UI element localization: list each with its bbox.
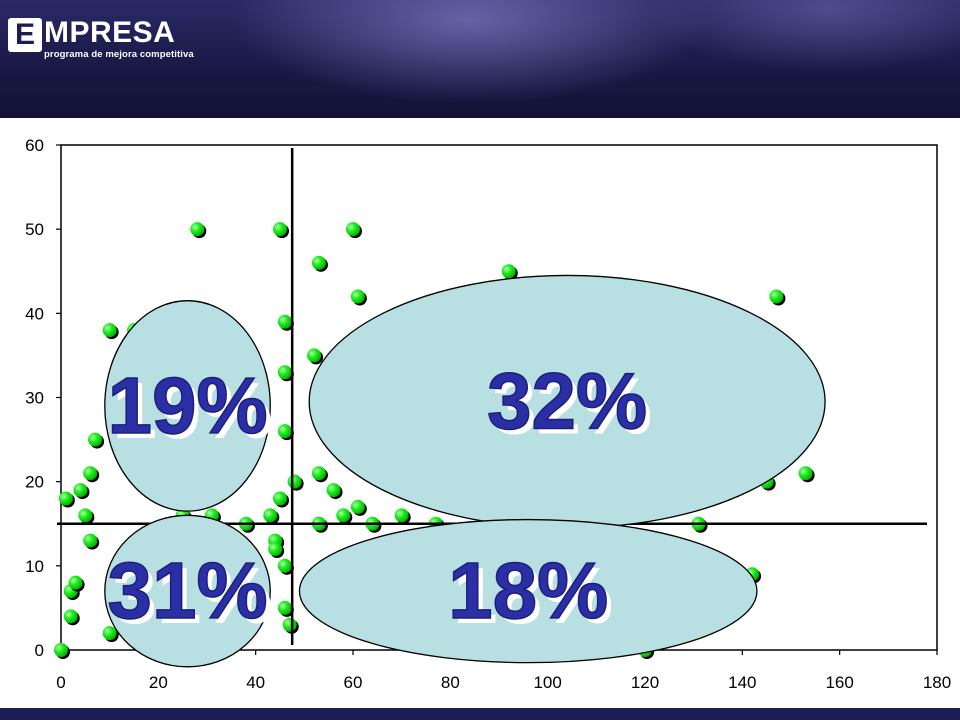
data-point xyxy=(336,508,351,523)
segment-label-shadow: 32% xyxy=(492,362,652,451)
data-point xyxy=(282,617,297,632)
logo-letter: E xyxy=(14,18,35,51)
data-point xyxy=(102,626,117,641)
data-point xyxy=(307,348,322,363)
x-tick-label: 20 xyxy=(149,673,168,692)
data-point xyxy=(88,432,103,447)
data-point xyxy=(273,222,287,237)
data-point xyxy=(798,466,813,481)
data-point xyxy=(273,491,287,506)
bottom-band xyxy=(0,708,960,720)
x-tick-label: 140 xyxy=(728,673,756,692)
data-point xyxy=(394,508,409,523)
x-tick-label: 80 xyxy=(441,673,460,692)
segment-label-shadow: 18% xyxy=(453,551,613,640)
data-point xyxy=(63,609,78,624)
scatter-chart: 0 10 20 30 40 50 60 0 20 40 60 80 100 120 140 160 180 1… xyxy=(25,136,951,692)
segment-percent-label: 32% xyxy=(487,357,647,446)
x-tick-label: 0 xyxy=(56,673,65,692)
data-point xyxy=(350,499,365,514)
logo-e-box: E xyxy=(8,18,42,52)
empresa-logo: E MPRESA programa de mejora competitiva xyxy=(8,18,194,61)
logo-word: MPRESA xyxy=(44,16,176,49)
data-point xyxy=(311,466,326,481)
data-point xyxy=(268,542,283,556)
segment-percent-label: 19% xyxy=(107,361,267,450)
header-banner: E MPRESA programa de mejora competitiva xyxy=(0,0,960,118)
data-point xyxy=(769,289,784,304)
logo-text: MPRESA programa de mejora competitiva xyxy=(44,18,194,61)
data-point xyxy=(54,643,68,657)
data-point xyxy=(287,474,302,489)
data-point xyxy=(263,508,278,523)
y-tick-label: 50 xyxy=(25,220,44,239)
data-point xyxy=(277,424,292,439)
segment-ellipse xyxy=(104,514,271,668)
segment-percent-label: 18% xyxy=(448,546,608,635)
data-point xyxy=(78,508,93,523)
y-tick-label: 0 xyxy=(35,641,44,660)
x-tick-label: 40 xyxy=(246,673,265,692)
data-point xyxy=(83,533,98,548)
x-tick-label: 100 xyxy=(533,673,561,692)
x-tick-label: 120 xyxy=(631,673,659,692)
data-point xyxy=(350,289,365,304)
x-tick-label: 60 xyxy=(344,673,363,692)
y-tick-label: 30 xyxy=(25,389,44,408)
data-point xyxy=(346,222,360,237)
data-point xyxy=(311,255,326,270)
data-point xyxy=(277,558,292,573)
data-point xyxy=(501,264,516,279)
data-point xyxy=(83,466,98,481)
data-point xyxy=(277,365,292,380)
data-point xyxy=(326,483,341,498)
segment-percent-label: 31% xyxy=(107,546,267,635)
segment-label-shadow: 19% xyxy=(112,366,272,455)
logo-subtitle: programa de mejora competitiva xyxy=(44,49,194,60)
data-point xyxy=(277,600,292,615)
segment-ellipse xyxy=(104,300,271,512)
y-axis: 0 10 20 30 40 50 60 xyxy=(25,136,61,660)
y-tick-label: 10 xyxy=(25,557,44,576)
data-point xyxy=(58,491,73,506)
x-axis: 0 20 40 60 80 100 120 140 160 180 xyxy=(56,650,951,692)
data-point xyxy=(68,575,83,590)
segment-label-shadow: 31% xyxy=(112,551,272,640)
x-tick-label: 160 xyxy=(825,673,853,692)
data-point xyxy=(73,483,88,498)
segment-ellipse xyxy=(298,518,758,664)
y-tick-label: 60 xyxy=(25,136,44,155)
y-tick-label: 40 xyxy=(25,304,44,323)
y-tick-label: 20 xyxy=(25,473,44,492)
data-point xyxy=(190,222,205,237)
data-point xyxy=(102,323,117,338)
segment-ellipses: 19%19% 32%32% 31%31% 18%18% xyxy=(104,274,826,668)
data-point xyxy=(277,314,292,329)
x-tick-label: 180 xyxy=(923,673,951,692)
